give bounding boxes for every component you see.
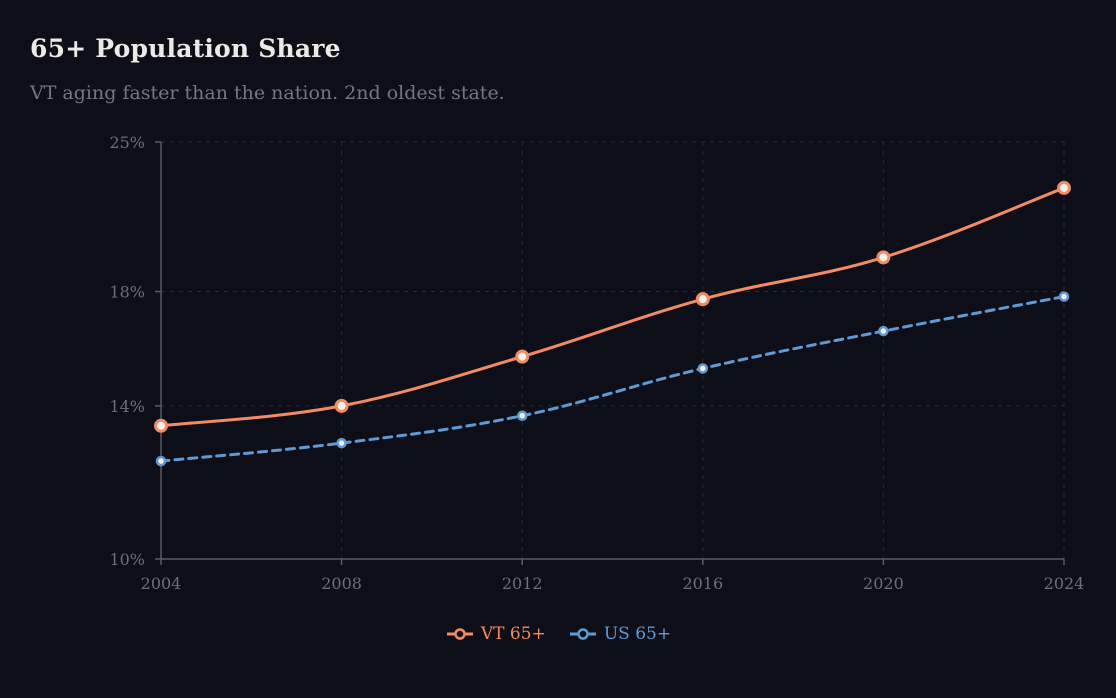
data-point-vt <box>515 349 530 364</box>
x-tick-label: 2008 <box>321 574 362 593</box>
x-tick-label: 2020 <box>863 574 904 593</box>
x-tick-label: 2016 <box>682 574 723 593</box>
series-line-us <box>159 295 1066 463</box>
y-tick-label: 14% <box>109 397 145 416</box>
data-point-vt <box>695 292 710 307</box>
chart-title: 65+ Population Share <box>30 34 341 63</box>
chart-subtitle: VT aging faster than the nation. 2nd old… <box>30 82 505 104</box>
legend-label-vt: VT 65+ <box>480 624 546 644</box>
legend-label-us: US 65+ <box>603 624 672 644</box>
y-tick-label: 18% <box>109 283 145 302</box>
data-point-us <box>1058 291 1070 302</box>
y-tick-label: 10% <box>109 550 145 569</box>
data-point-vt <box>876 250 891 265</box>
data-point-us <box>516 410 528 421</box>
x-tick-label: 2004 <box>141 574 182 593</box>
x-tick-label: 2024 <box>1044 574 1085 593</box>
data-point-us <box>155 455 167 467</box>
legend: VT 65+ US 65+ <box>0 624 1116 644</box>
data-point-us <box>336 437 347 449</box>
y-tick-label: 25% <box>109 133 145 152</box>
data-point-vt <box>1057 180 1071 195</box>
data-point-vt <box>154 418 168 433</box>
legend-item-vt[interactable]: VT 65+ <box>445 624 546 644</box>
x-tick-label: 2012 <box>502 574 543 593</box>
legend-swatch-us <box>569 628 596 640</box>
data-point-vt <box>334 398 349 413</box>
legend-item-us[interactable]: US 65+ <box>568 624 671 644</box>
series-line-vt <box>159 186 1066 428</box>
legend-swatch-vt <box>446 628 473 640</box>
data-point-us <box>878 325 889 337</box>
data-point-us <box>697 363 709 374</box>
